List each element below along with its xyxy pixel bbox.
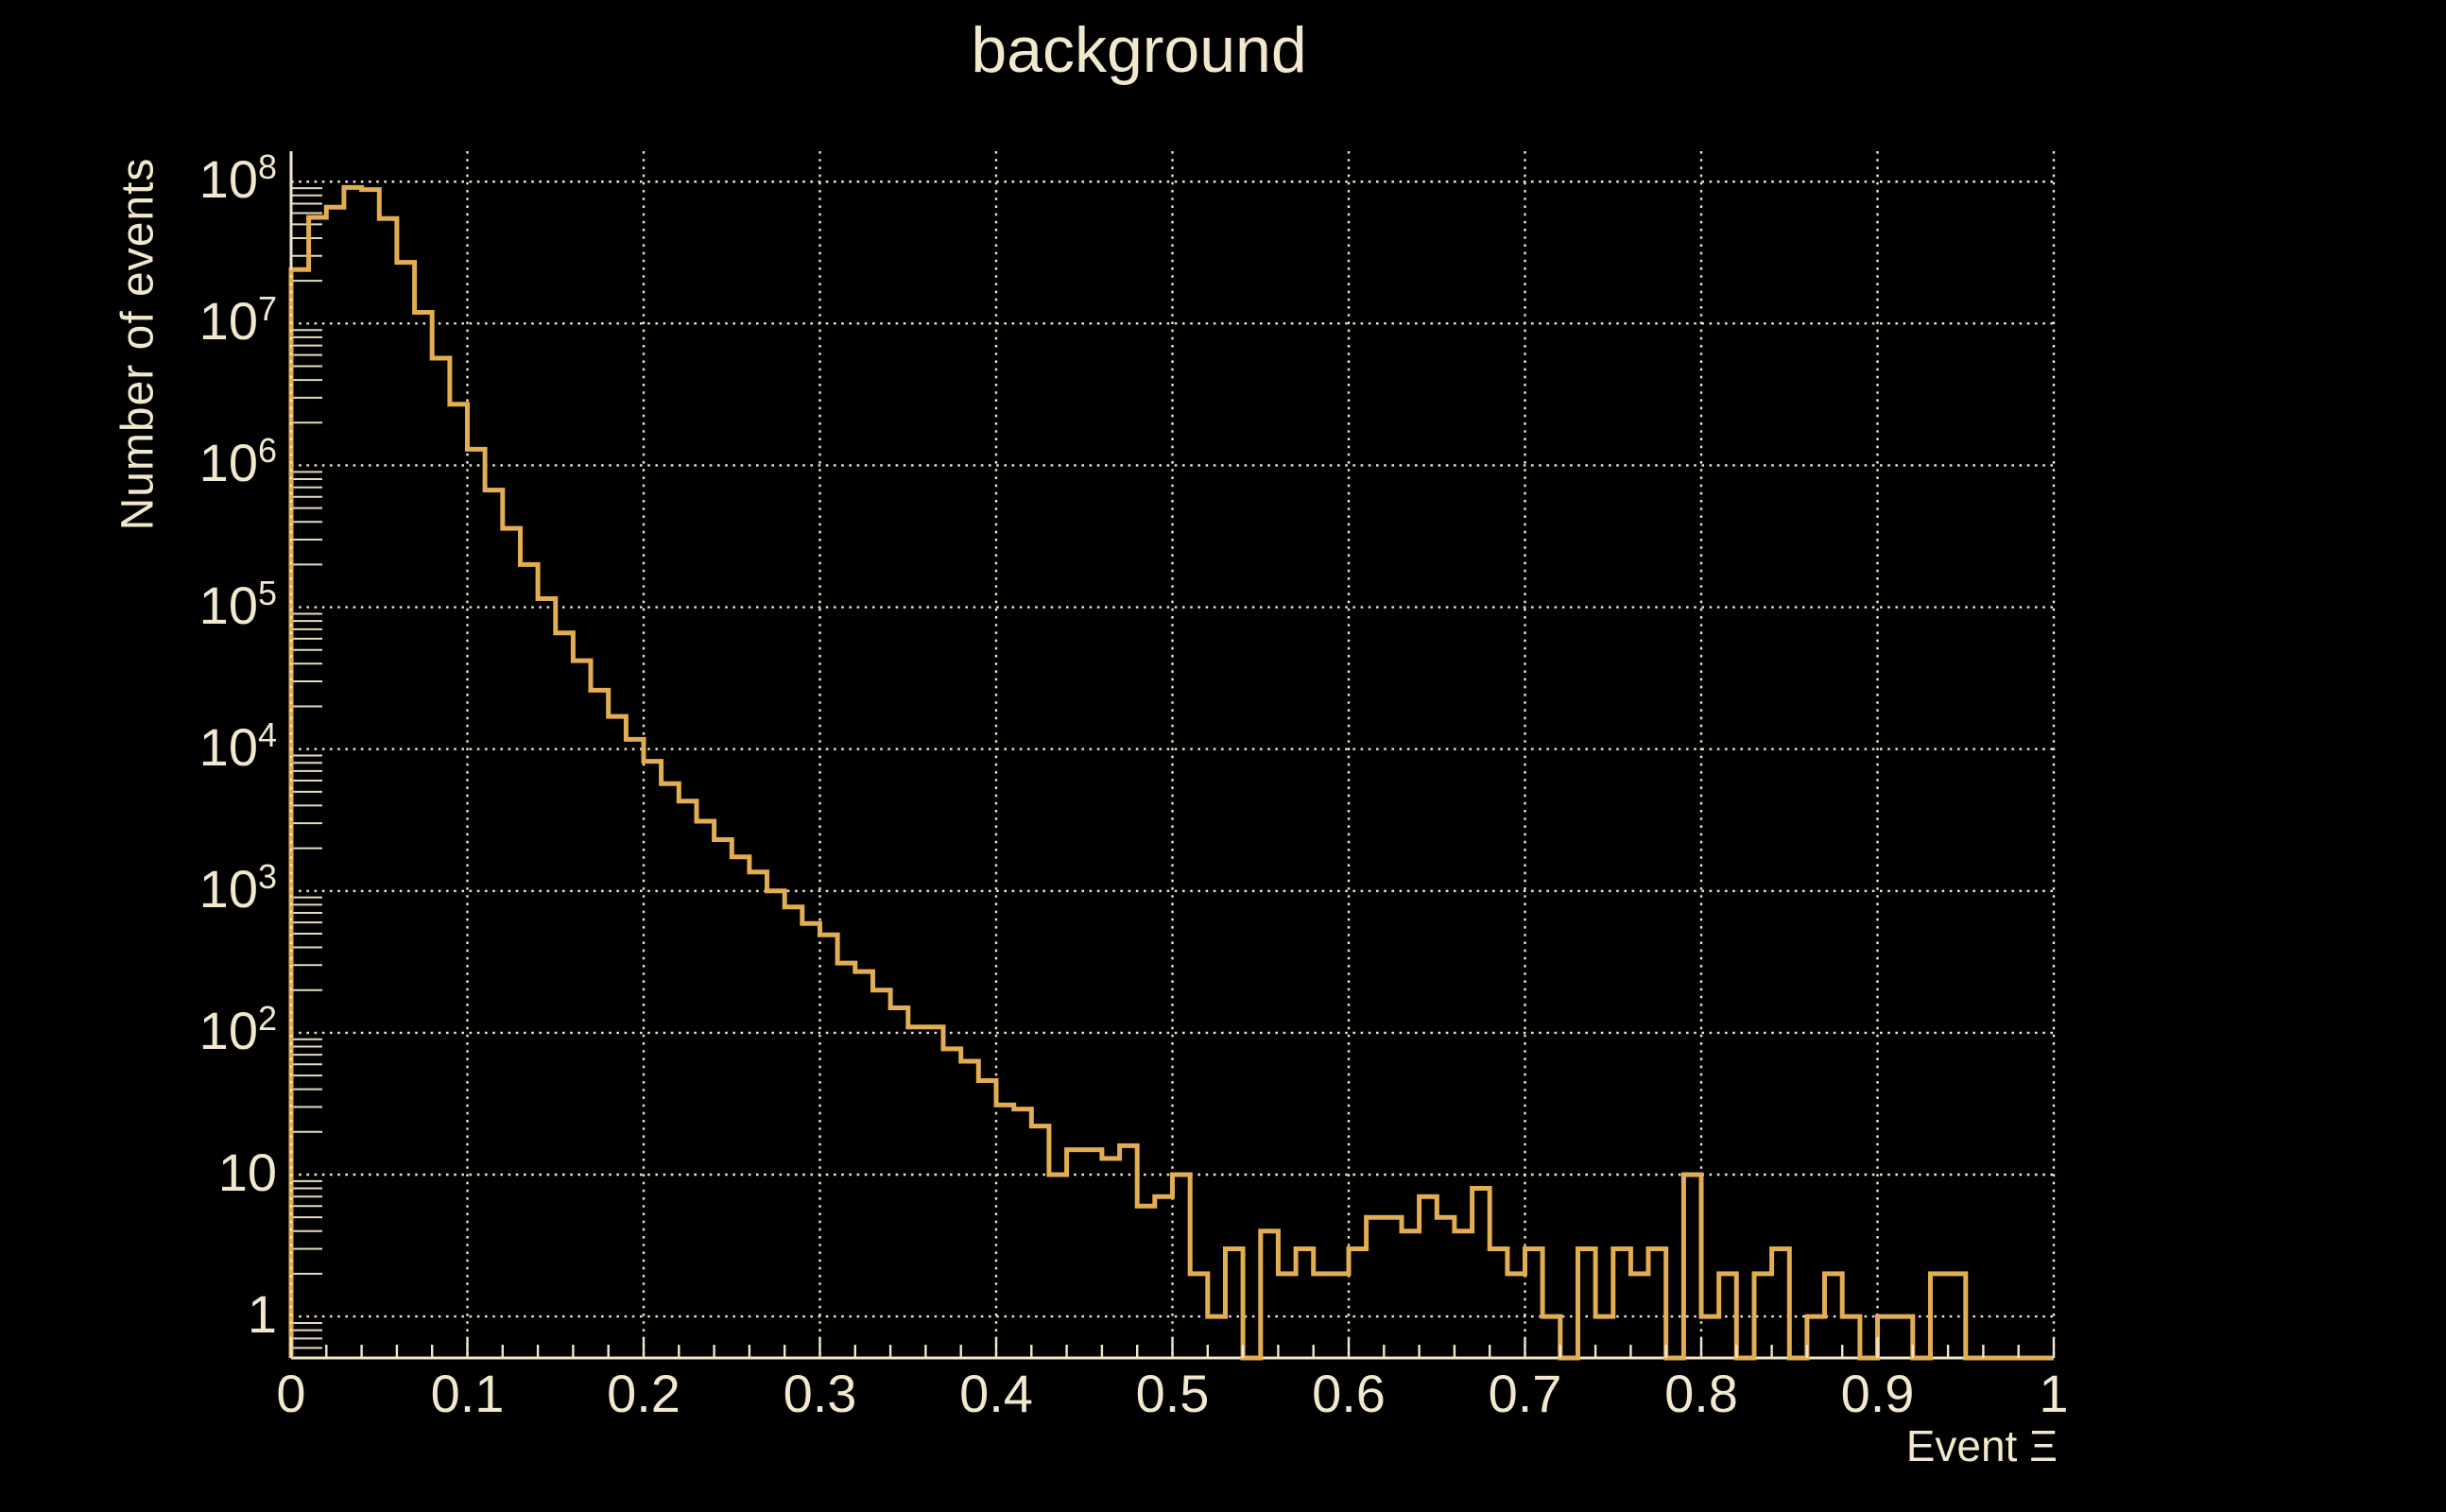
x-tick-label: 1	[2039, 1364, 2069, 1423]
y-tick-label: 107	[198, 289, 277, 352]
x-tick-label: 0.7	[1488, 1364, 1562, 1423]
y-tick-label: 106	[198, 431, 277, 493]
y-tick-label: 1	[247, 1283, 277, 1344]
x-tick-label: 0.4	[959, 1364, 1033, 1423]
y-tick-label: 105	[198, 573, 277, 635]
x-tick-label: 0.1	[430, 1364, 505, 1423]
x-tick-label: 0	[276, 1364, 306, 1423]
x-tick-label: 0.2	[607, 1364, 680, 1423]
y-tick-label: 108	[198, 147, 277, 209]
y-tick-label: 103	[198, 856, 277, 919]
histogram-line	[288, 184, 2054, 1361]
chart-title: background	[971, 14, 1307, 86]
x-tick-label: 0.9	[1840, 1364, 1915, 1423]
x-tick-label: 0.8	[1664, 1364, 1738, 1423]
x-tick-label: 0.6	[1312, 1364, 1386, 1423]
x-tick-label: 0.3	[783, 1364, 857, 1423]
y-tick-label: 104	[198, 714, 277, 777]
y-tick-label: 102	[198, 998, 277, 1060]
x-tick-label: 0.5	[1135, 1364, 1210, 1423]
x-axis-title: Event Ξ	[1905, 1421, 2058, 1470]
y-tick-label: 10	[217, 1142, 277, 1202]
